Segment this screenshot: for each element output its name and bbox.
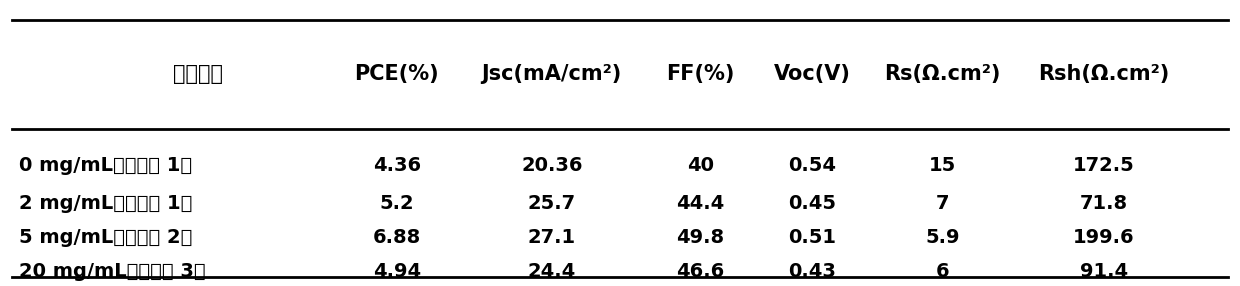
Text: Rs(Ω.cm²): Rs(Ω.cm²) — [884, 64, 1001, 84]
Text: 44.4: 44.4 — [677, 194, 724, 212]
Text: 199.6: 199.6 — [1073, 228, 1135, 247]
Text: 7: 7 — [936, 194, 949, 212]
Text: 2 mg/mL（实施例 1）: 2 mg/mL（实施例 1） — [19, 194, 192, 212]
Text: 24.4: 24.4 — [528, 262, 575, 281]
Text: Voc(V): Voc(V) — [774, 64, 851, 84]
Text: 27.1: 27.1 — [528, 228, 575, 247]
Text: 6: 6 — [936, 262, 949, 281]
Text: 15: 15 — [929, 156, 956, 175]
Text: FF(%): FF(%) — [666, 64, 735, 84]
Text: 6.88: 6.88 — [373, 228, 420, 247]
Text: 172.5: 172.5 — [1073, 156, 1135, 175]
Text: 40: 40 — [687, 156, 714, 175]
Text: 20.36: 20.36 — [521, 156, 583, 175]
Text: 0.54: 0.54 — [789, 156, 836, 175]
Text: 20 mg/mL（实施例 3）: 20 mg/mL（实施例 3） — [19, 262, 206, 281]
Text: 5 mg/mL（实施例 2）: 5 mg/mL（实施例 2） — [19, 228, 192, 247]
Text: 46.6: 46.6 — [677, 262, 724, 281]
Text: 5.2: 5.2 — [379, 194, 414, 212]
Text: Jsc(mA/cm²): Jsc(mA/cm²) — [481, 64, 622, 84]
Text: 5.9: 5.9 — [925, 228, 960, 247]
Text: Rsh(Ω.cm²): Rsh(Ω.cm²) — [1038, 64, 1169, 84]
Text: 0 mg/mL（对比例 1）: 0 mg/mL（对比例 1） — [19, 156, 192, 175]
Text: PCE(%): PCE(%) — [355, 64, 439, 84]
Text: 0.43: 0.43 — [789, 262, 836, 281]
Text: 0.51: 0.51 — [789, 228, 836, 247]
Text: 0.45: 0.45 — [789, 194, 836, 212]
Text: 49.8: 49.8 — [677, 228, 724, 247]
Text: 4.36: 4.36 — [373, 156, 420, 175]
Text: 4.94: 4.94 — [373, 262, 420, 281]
Text: 91.4: 91.4 — [1080, 262, 1127, 281]
Text: 71.8: 71.8 — [1080, 194, 1127, 212]
Text: 草酸浓度: 草酸浓度 — [174, 64, 223, 84]
Text: 25.7: 25.7 — [528, 194, 575, 212]
